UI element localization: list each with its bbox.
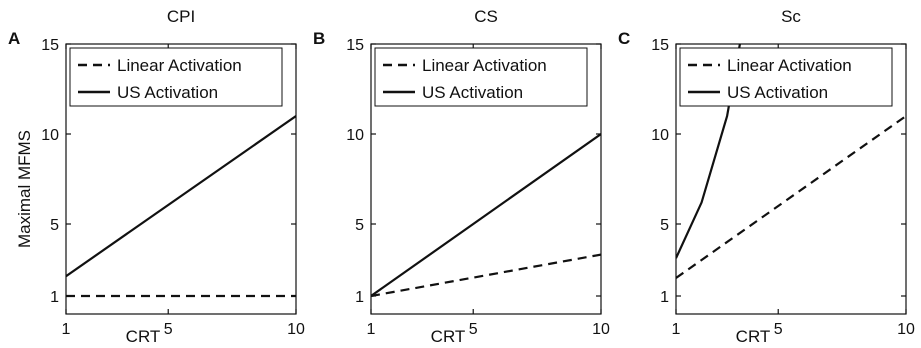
x-tick-label: 1 [672, 321, 681, 338]
x-tick-label: 10 [897, 321, 915, 338]
legend: Linear Activation US Activation [374, 47, 588, 107]
series-line-us-activation [66, 115, 296, 278]
panel-letter: A [8, 29, 20, 48]
x-tick-label: 5 [774, 321, 783, 338]
y-tick-label: 15 [41, 37, 59, 54]
y-tick-label: 10 [346, 127, 364, 144]
legend-entry: US Activation [422, 83, 523, 102]
panel-title: CPI [167, 7, 195, 26]
y-axis-label: Maximal MFMS [15, 130, 34, 248]
legend-entry: Linear Activation [117, 56, 242, 75]
y-tick-label: 15 [651, 37, 669, 54]
legend-entry: Linear Activation [727, 56, 852, 75]
x-tick-label: 1 [367, 321, 376, 338]
series-line-us-activation [371, 133, 601, 297]
series-line-linear-activation [371, 253, 601, 298]
legend-box [374, 47, 588, 107]
legend-box [679, 47, 893, 107]
panel-letter: B [313, 29, 325, 48]
x-tick-label: 1 [62, 321, 71, 338]
legend-entry: Linear Activation [422, 56, 547, 75]
legend: Linear Activation US Activation [69, 47, 283, 107]
y-tick-label: 5 [660, 217, 669, 234]
y-tick-label: 15 [346, 37, 364, 54]
y-tick-label: 1 [660, 289, 669, 306]
y-tick-label: 5 [355, 217, 364, 234]
y-tick-label: 5 [50, 217, 59, 234]
x-axis-label: CRT [736, 327, 771, 346]
x-tick-label: 10 [592, 321, 610, 338]
x-tick-label: 5 [164, 321, 173, 338]
x-tick-label: 10 [287, 321, 305, 338]
legend-entry: US Activation [117, 83, 218, 102]
y-tick-label: 1 [50, 289, 59, 306]
panel-title: Sc [781, 7, 801, 26]
legend: Linear Activation US Activation [679, 47, 893, 107]
y-tick-label: 10 [41, 127, 59, 144]
y-tick-label: 10 [651, 127, 669, 144]
x-tick-label: 5 [469, 321, 478, 338]
panel-title: CS [474, 7, 498, 26]
panel-letter: C [618, 29, 630, 48]
axes-frame [370, 43, 602, 315]
series-line-linear-activation [676, 115, 906, 279]
legend-entry: US Activation [727, 83, 828, 102]
x-axis-label: CRT [126, 327, 161, 346]
legend-box [69, 47, 283, 107]
x-axis-label: CRT [431, 327, 466, 346]
y-tick-label: 1 [355, 289, 364, 306]
axes-frame [65, 43, 297, 315]
axes-frame [675, 43, 907, 315]
